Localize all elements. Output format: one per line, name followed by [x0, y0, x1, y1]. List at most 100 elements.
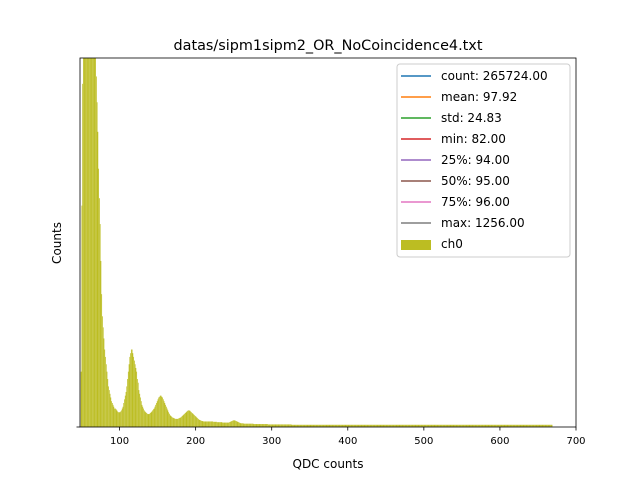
- histogram-bar: [203, 421, 204, 427]
- histogram-bar: [92, 58, 94, 427]
- histogram-bar: [471, 424, 473, 427]
- histogram-bar: [202, 421, 204, 427]
- histogram-bar: [269, 424, 271, 427]
- histogram-bar: [492, 424, 494, 427]
- histogram-bar: [458, 424, 459, 427]
- histogram-bar: [407, 424, 408, 427]
- histogram-bar: [355, 424, 357, 427]
- histogram-bar: [155, 404, 157, 427]
- histogram-bar: [246, 423, 248, 427]
- histogram-bar: [417, 424, 418, 427]
- histogram-bar: [284, 424, 286, 427]
- histogram-bar: [362, 424, 364, 427]
- histogram-bar: [235, 420, 236, 427]
- histogram-bar: [408, 424, 410, 427]
- histogram-bar: [373, 424, 375, 427]
- histogram-bar: [181, 416, 182, 427]
- histogram-bar: [445, 424, 447, 427]
- histogram-bar: [167, 410, 169, 427]
- histogram-bar: [265, 424, 267, 427]
- histogram-bar: [149, 412, 151, 427]
- histogram-bar: [467, 424, 469, 427]
- histogram-bar: [261, 424, 263, 427]
- histogram-bar: [547, 424, 549, 427]
- histogram-bar: [111, 403, 113, 427]
- histogram-bar: [312, 424, 314, 427]
- histogram-bar: [322, 424, 324, 427]
- bars-group: [80, 58, 553, 428]
- histogram-bar: [249, 423, 251, 427]
- histogram-bar: [239, 422, 241, 427]
- histogram-bar: [229, 421, 231, 427]
- histogram-bar: [171, 416, 173, 427]
- histogram-bar: [469, 424, 471, 427]
- histogram-bar: [441, 424, 443, 427]
- histogram-bar: [326, 424, 328, 427]
- histogram-bar: [401, 424, 402, 427]
- histogram-bar: [80, 371, 82, 427]
- histogram-bar: [539, 424, 541, 427]
- histogram-bar: [461, 424, 462, 427]
- histogram-bar: [236, 421, 238, 427]
- histogram-bar: [143, 410, 145, 427]
- histogram-bar: [277, 424, 279, 427]
- histogram-bar: [391, 424, 393, 427]
- histogram-bar: [399, 424, 401, 427]
- histogram-bar: [153, 409, 154, 427]
- histogram-bar: [103, 338, 105, 427]
- histogram-bar: [124, 399, 125, 427]
- histogram-bar: [429, 424, 430, 427]
- histogram-bar: [401, 424, 403, 427]
- histogram-bar: [528, 424, 530, 427]
- histogram-bar: [429, 424, 431, 427]
- histogram-bar: [499, 424, 500, 427]
- histogram-bar: [438, 424, 440, 427]
- histogram-bar: [479, 424, 481, 427]
- histogram-bar: [445, 424, 446, 427]
- histogram-bar: [476, 424, 478, 427]
- histogram-bar: [423, 424, 425, 427]
- histogram-bar: [350, 424, 352, 427]
- histogram-bar: [131, 349, 133, 427]
- histogram-bar: [420, 424, 421, 427]
- histogram-bar: [257, 424, 259, 427]
- histogram-bar: [328, 424, 330, 427]
- histogram-bar: [369, 424, 370, 427]
- histogram-bar: [227, 422, 229, 427]
- histogram-bar: [424, 424, 426, 427]
- histogram-bar: [82, 83, 84, 427]
- histogram-bar: [166, 408, 168, 427]
- histogram-bar: [496, 424, 498, 427]
- histogram-bar: [475, 424, 477, 427]
- histogram-bar: [181, 415, 183, 427]
- histogram-bar: [413, 424, 415, 427]
- histogram-bar: [430, 424, 432, 427]
- histogram-bar: [298, 424, 300, 427]
- histogram-bar: [367, 424, 369, 427]
- histogram-bar: [442, 424, 444, 427]
- histogram-bar: [513, 424, 515, 427]
- histogram-bar: [140, 401, 142, 427]
- histogram-bar: [159, 395, 161, 427]
- histogram-bar: [548, 424, 550, 427]
- histogram-bar: [234, 420, 236, 427]
- histogram-bar: [127, 379, 128, 427]
- histogram-bar: [331, 424, 333, 427]
- histogram-bar: [280, 424, 281, 427]
- histogram-bar: [416, 424, 418, 427]
- histogram-bar: [550, 424, 552, 427]
- histogram-bar: [357, 424, 359, 427]
- histogram-bar: [370, 424, 372, 427]
- histogram-bar: [242, 423, 244, 427]
- histogram-bar: [348, 424, 350, 427]
- histogram-bar: [165, 404, 166, 427]
- histogram-bar: [549, 424, 551, 427]
- histogram-bar: [410, 424, 411, 427]
- legend-box: [396, 63, 571, 258]
- histogram-bar: [168, 412, 170, 427]
- histogram-bar: [515, 424, 517, 427]
- histogram-bar: [248, 423, 249, 427]
- histogram-bar: [126, 386, 128, 427]
- histogram-bar: [377, 424, 379, 427]
- histogram-bar: [222, 422, 224, 427]
